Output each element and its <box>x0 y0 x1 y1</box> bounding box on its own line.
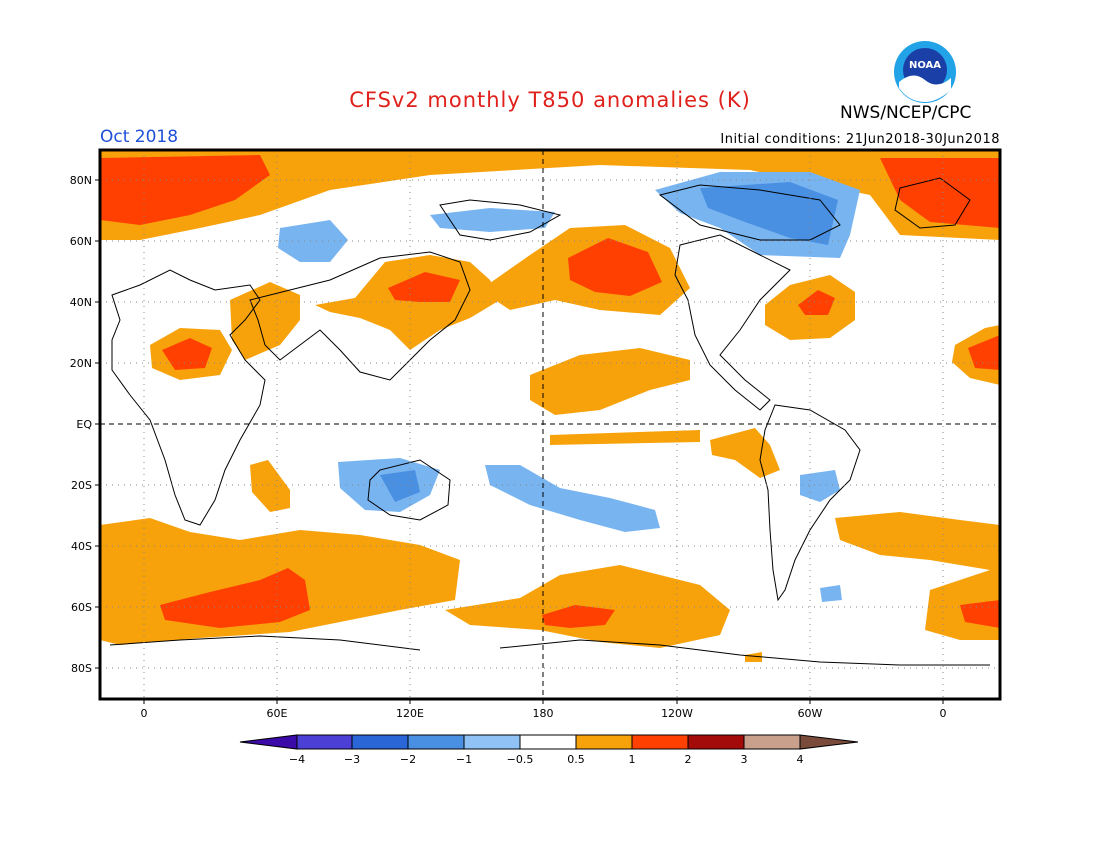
colorbar-segment <box>743 734 801 750</box>
arctic-strong-warm-west <box>100 155 270 225</box>
colorbar-segment <box>407 734 465 750</box>
colorbar-tick: −3 <box>344 753 360 766</box>
axis-ticks <box>95 179 944 704</box>
east-atlantic-strong-warm <box>968 335 1000 370</box>
colorbar-arrow-low <box>239 734 298 750</box>
colorbar-tick: 1 <box>629 753 636 766</box>
colorbar-tick: 0.5 <box>567 753 585 766</box>
middle-east-warm-region <box>230 282 300 360</box>
lat-label: 60N <box>70 235 92 248</box>
equatorial-pacific-warm-strip <box>550 430 700 445</box>
colorbar-tick: −2 <box>400 753 416 766</box>
colorbar-tick: −4 <box>289 753 305 766</box>
lat-label: 80S <box>71 662 92 675</box>
lon-label: 180 <box>533 707 554 720</box>
lat-label: 40N <box>70 296 92 309</box>
lat-label: 80N <box>70 174 92 187</box>
colorbar-tick: −1 <box>456 753 472 766</box>
north-pacific-strong-warm <box>568 238 662 296</box>
lon-label: 120E <box>396 707 424 720</box>
anomaly-field <box>100 150 1000 699</box>
colorbar-tick: −0.5 <box>507 753 534 766</box>
coastlines <box>109 177 990 666</box>
russia-cool-region <box>278 220 348 262</box>
logo-text: NOAA <box>909 60 941 71</box>
indian-ocean-warm-region <box>250 460 290 512</box>
north-atlantic-strong-warm <box>798 290 835 315</box>
southern-ocean-strong-warm-central <box>542 605 615 628</box>
southern-ocean-strong-warm-west <box>160 568 310 628</box>
lon-label: 60W <box>798 707 823 720</box>
lon-label: 0 <box>940 707 947 720</box>
equator-dateline <box>100 150 1000 699</box>
lat-label: 20S <box>71 479 92 492</box>
peru-coast-warm-region <box>710 428 780 478</box>
colorbar-tick: 3 <box>741 753 748 766</box>
colorbar-segment <box>631 734 689 750</box>
siberia-cool-region <box>430 208 555 232</box>
longitude-labels: 0 60E 120E 180 120W 60W 0 <box>141 707 947 720</box>
colorbar-segment <box>296 734 353 750</box>
graticule <box>100 150 1000 699</box>
east-asia-strong-warm <box>388 272 460 302</box>
lon-label: 60E <box>267 707 288 720</box>
lat-label: 20N <box>70 357 92 370</box>
colorbar-tick: 4 <box>797 753 804 766</box>
colorbar-segment <box>519 734 577 750</box>
south-pacific-warm-spot <box>745 652 762 662</box>
colorbar-segment <box>575 734 633 750</box>
initial-conditions: Initial conditions: 21Jun2018-30Jun2018 <box>720 132 1000 147</box>
sahara-strong-warm <box>162 338 212 370</box>
australia-strong-cool <box>380 470 420 502</box>
colorbar-segment <box>351 734 409 750</box>
brazil-cool-region <box>800 470 840 502</box>
lat-label: EQ <box>76 418 92 431</box>
colorbar-segment <box>463 734 521 750</box>
agency-label: NWS/NCEP/CPC <box>840 103 972 123</box>
colorbar-segment <box>687 734 745 750</box>
southern-ocean-warm-central <box>445 565 730 648</box>
arctic-strong-warm-east <box>880 158 1000 228</box>
latitude-labels: 80N 60N 40N 20N EQ 20S 40S 60S 80S <box>70 174 93 675</box>
map-title: CFSv2 monthly T850 anomalies (K) <box>349 88 751 112</box>
lon-label: 120W <box>661 707 693 720</box>
lat-label: 40S <box>71 540 92 553</box>
lat-label: 60S <box>71 601 92 614</box>
southern-ocean-warm-east <box>835 512 1000 640</box>
colorbar-tick: 2 <box>685 753 692 766</box>
south-atlantic-cool-spot <box>820 585 842 602</box>
noaa-logo: NOAA <box>894 41 956 103</box>
colorbar-arrow-high <box>799 734 859 750</box>
lon-label: 0 <box>141 707 148 720</box>
south-pacific-cool-region <box>485 465 660 532</box>
colorbar-legend <box>239 734 859 750</box>
central-pacific-warm-region <box>530 348 690 415</box>
colorbar-tick-labels: −4 −3 −2 −1 −0.5 0.5 1 2 3 4 <box>289 753 804 766</box>
forecast-period: Oct 2018 <box>100 127 179 147</box>
